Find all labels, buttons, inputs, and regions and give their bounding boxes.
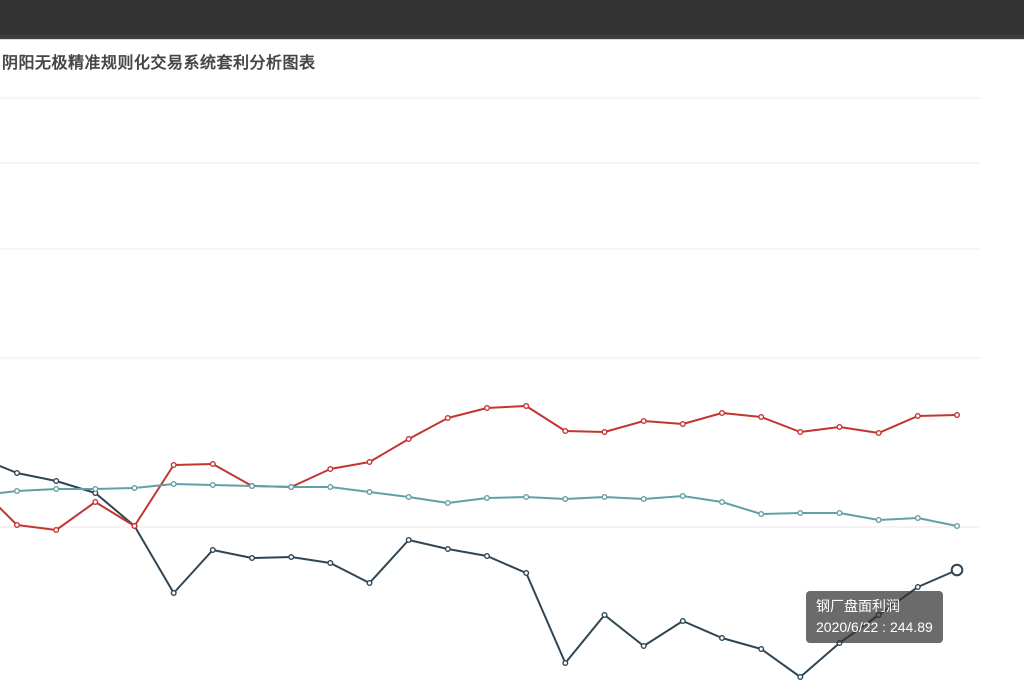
- data-point-marker[interactable]: [405, 436, 412, 443]
- highlighted-point-marker[interactable]: [950, 563, 964, 577]
- data-point-marker[interactable]: [13, 522, 20, 529]
- top-header-bar: [0, 0, 1024, 40]
- data-point-marker[interactable]: [288, 484, 295, 491]
- data-point-marker[interactable]: [797, 674, 804, 681]
- data-point-marker[interactable]: [836, 640, 843, 647]
- data-point-marker[interactable]: [836, 510, 843, 517]
- data-point-marker[interactable]: [366, 580, 373, 587]
- data-point-marker[interactable]: [53, 527, 60, 534]
- data-point-marker[interactable]: [248, 555, 255, 562]
- data-point-marker[interactable]: [719, 635, 726, 642]
- data-point-marker[interactable]: [327, 466, 334, 473]
- data-point-marker[interactable]: [719, 499, 726, 506]
- data-point-marker[interactable]: [327, 484, 334, 491]
- series-line-series-teal[interactable]: [0, 483, 958, 527]
- data-point-marker[interactable]: [209, 482, 216, 489]
- data-point-marker[interactable]: [679, 493, 686, 500]
- data-point-marker[interactable]: [53, 486, 60, 493]
- data-point-marker[interactable]: [758, 511, 765, 518]
- data-point-marker[interactable]: [13, 488, 20, 495]
- data-point-marker[interactable]: [914, 584, 921, 591]
- data-point-marker[interactable]: [484, 495, 491, 502]
- data-point-marker[interactable]: [484, 553, 491, 560]
- data-point-marker[interactable]: [131, 523, 138, 530]
- data-point-marker[interactable]: [484, 405, 491, 412]
- data-point-marker[interactable]: [523, 403, 530, 410]
- data-point-marker[interactable]: [170, 481, 177, 488]
- data-point-marker[interactable]: [836, 424, 843, 431]
- data-point-marker[interactable]: [601, 429, 608, 436]
- chart-title: 阴阳无极精准规则化交易系统套利分析图表: [2, 55, 316, 72]
- data-point-marker[interactable]: [875, 517, 882, 524]
- data-point-marker[interactable]: [366, 459, 373, 466]
- data-point-marker[interactable]: [679, 618, 686, 625]
- data-point-marker[interactable]: [170, 590, 177, 597]
- data-point-marker[interactable]: [92, 486, 99, 493]
- data-point-marker[interactable]: [248, 483, 255, 490]
- data-point-marker[interactable]: [523, 494, 530, 501]
- data-point-marker[interactable]: [758, 646, 765, 653]
- data-point-marker[interactable]: [13, 470, 20, 477]
- data-point-marker[interactable]: [914, 515, 921, 522]
- data-point-marker[interactable]: [797, 510, 804, 517]
- data-point-marker[interactable]: [444, 500, 451, 507]
- data-point-marker[interactable]: [444, 546, 451, 553]
- data-point-marker[interactable]: [758, 414, 765, 421]
- data-point-marker[interactable]: [131, 485, 138, 492]
- data-point-marker[interactable]: [679, 421, 686, 428]
- data-point-marker[interactable]: [562, 496, 569, 503]
- data-point-marker[interactable]: [523, 570, 530, 577]
- data-point-marker[interactable]: [288, 554, 295, 561]
- data-point-marker[interactable]: [719, 410, 726, 417]
- data-point-marker[interactable]: [444, 415, 451, 422]
- data-point-marker[interactable]: [405, 537, 412, 544]
- data-point-marker[interactable]: [209, 461, 216, 468]
- data-point-marker[interactable]: [640, 643, 647, 650]
- data-point-marker[interactable]: [327, 560, 334, 567]
- series-line-steel-mill-profit[interactable]: [0, 457, 958, 678]
- data-point-marker[interactable]: [914, 413, 921, 420]
- data-point-marker[interactable]: [954, 412, 961, 419]
- data-point-marker[interactable]: [954, 523, 961, 530]
- data-point-marker[interactable]: [53, 478, 60, 485]
- data-point-marker[interactable]: [562, 660, 569, 667]
- data-point-marker[interactable]: [601, 612, 608, 619]
- data-point-marker[interactable]: [875, 612, 882, 619]
- data-point-marker[interactable]: [640, 418, 647, 425]
- data-point-marker[interactable]: [366, 489, 373, 496]
- data-point-marker[interactable]: [170, 462, 177, 469]
- data-point-marker[interactable]: [601, 494, 608, 501]
- data-point-marker[interactable]: [875, 430, 882, 437]
- data-point-marker[interactable]: [562, 428, 569, 435]
- data-point-marker[interactable]: [92, 499, 99, 506]
- data-point-marker[interactable]: [797, 429, 804, 436]
- data-point-marker[interactable]: [209, 547, 216, 554]
- data-point-marker[interactable]: [405, 494, 412, 501]
- data-point-marker[interactable]: [640, 496, 647, 503]
- series-line-series-red[interactable]: [0, 405, 958, 531]
